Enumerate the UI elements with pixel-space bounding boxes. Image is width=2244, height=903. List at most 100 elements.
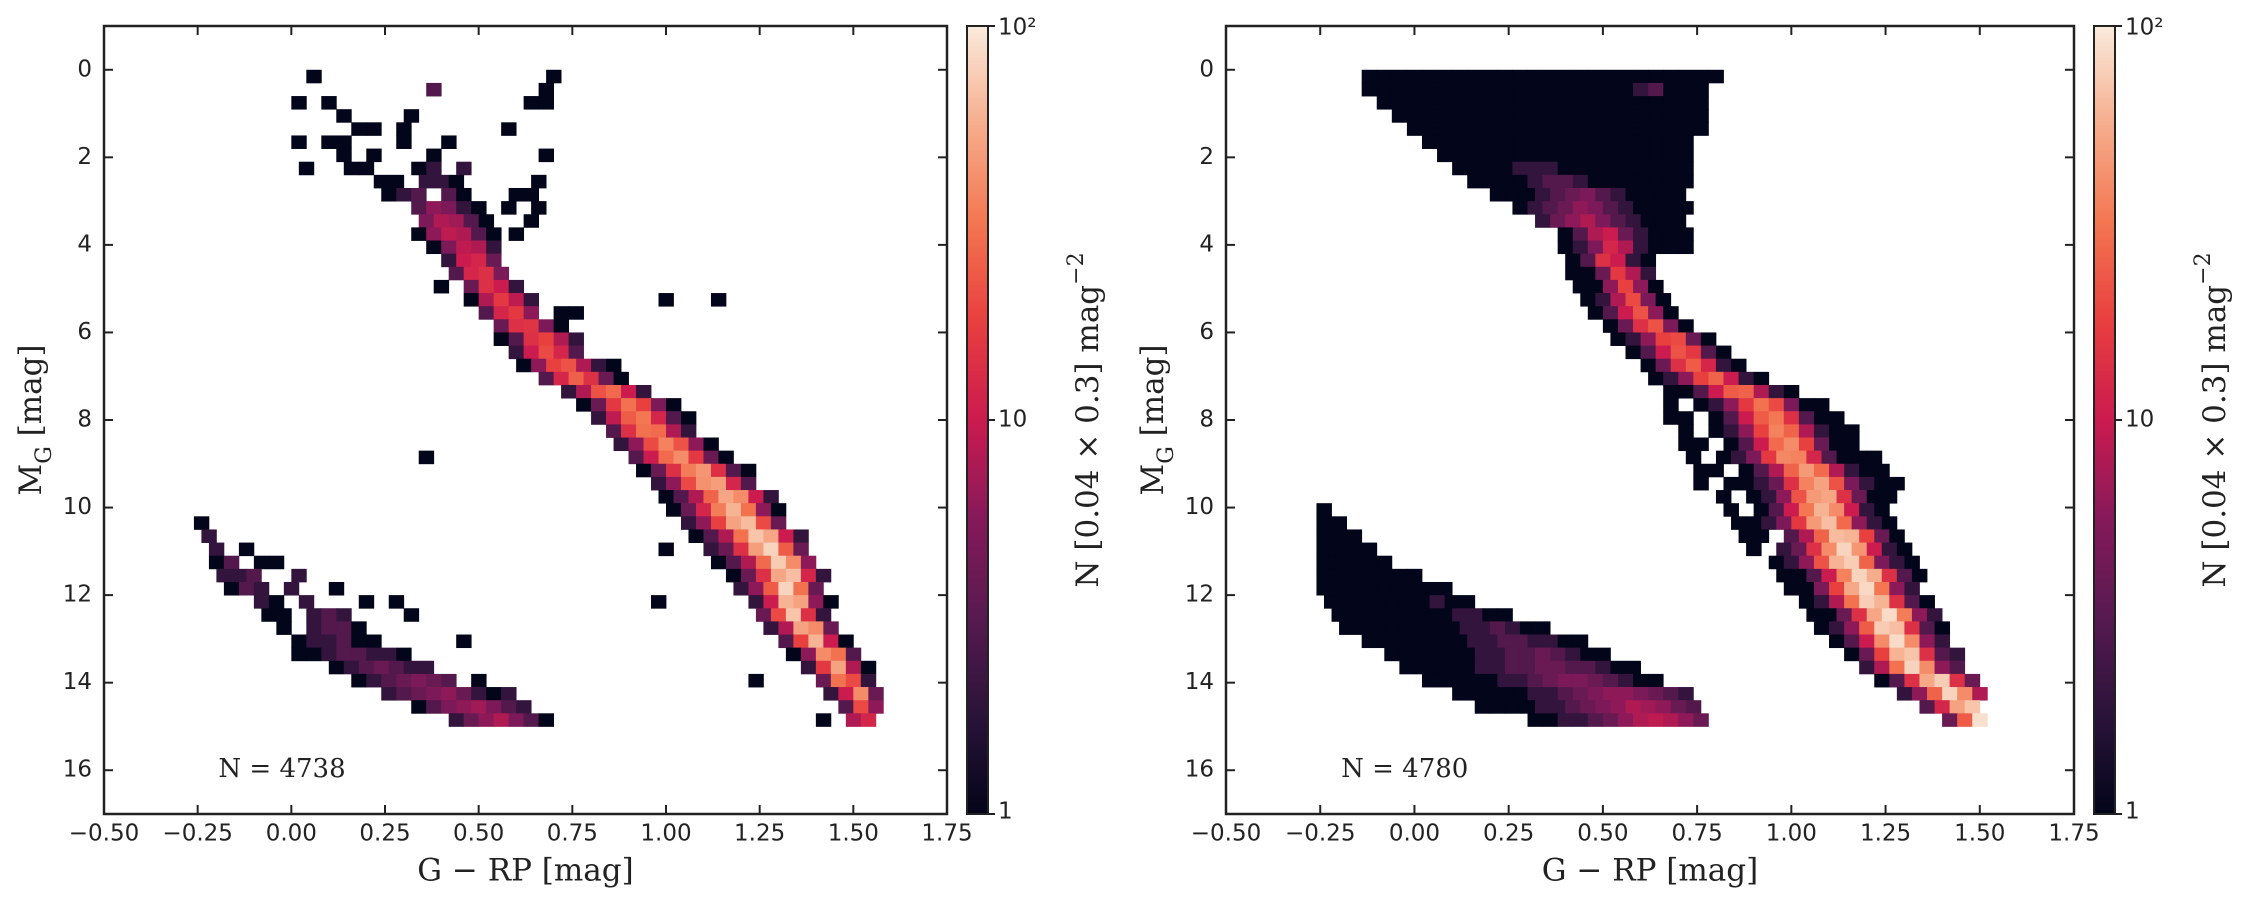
hist-cell bbox=[733, 581, 749, 596]
hist-cell bbox=[1437, 148, 1453, 163]
hist-cell bbox=[1429, 660, 1445, 675]
hist-cell bbox=[651, 398, 667, 412]
hist-cell bbox=[1934, 621, 1951, 635]
hist-cell bbox=[1889, 621, 1905, 635]
hist-cell bbox=[1452, 673, 1468, 688]
hist-cell bbox=[838, 700, 854, 714]
hist-cell bbox=[1904, 581, 1920, 596]
hist-cell bbox=[1844, 621, 1860, 635]
hist-cell bbox=[1874, 673, 1890, 688]
hist-cell bbox=[1731, 358, 1747, 373]
hist-cell bbox=[523, 306, 540, 320]
hist-cell bbox=[1482, 687, 1498, 701]
hist-cell bbox=[1331, 555, 1348, 570]
hist-cell bbox=[1331, 581, 1348, 596]
hist-cell bbox=[1633, 82, 1649, 97]
hist-cell bbox=[358, 660, 375, 675]
hist-cell bbox=[1919, 634, 1935, 649]
hist-cell bbox=[1497, 109, 1513, 123]
hist-cell bbox=[381, 687, 397, 701]
hist-cell bbox=[456, 187, 472, 202]
hist-cell bbox=[1889, 673, 1905, 688]
hist-cell bbox=[1467, 109, 1483, 123]
hist-cell bbox=[1602, 69, 1619, 84]
y-axis-label: MG [mag] bbox=[13, 344, 57, 495]
hist-cell bbox=[688, 529, 704, 543]
hist-cell bbox=[531, 174, 547, 189]
hist-cell bbox=[523, 319, 540, 333]
hist-cell bbox=[411, 201, 427, 215]
hist-cell bbox=[1391, 581, 1408, 596]
hist-cell bbox=[1361, 608, 1378, 622]
hist-cell bbox=[1354, 595, 1370, 609]
hist-cell bbox=[1527, 148, 1543, 163]
hist-cell bbox=[718, 542, 734, 557]
hist-cell bbox=[1617, 279, 1634, 294]
hist-cell bbox=[1859, 529, 1875, 543]
hist-cell bbox=[373, 660, 390, 675]
hist-cell bbox=[1617, 69, 1634, 84]
hist-cell bbox=[1467, 96, 1483, 110]
hist-cell bbox=[321, 135, 337, 149]
colorbar-label-part: −2 bbox=[2191, 252, 2216, 284]
hist-cell bbox=[1467, 634, 1483, 649]
hist-cell bbox=[1663, 82, 1679, 97]
hist-cell bbox=[748, 673, 764, 688]
hist-cell bbox=[1452, 109, 1468, 123]
hist-cell bbox=[1640, 187, 1657, 202]
hist-cell bbox=[1572, 687, 1589, 701]
hist-cell bbox=[1595, 293, 1611, 307]
hist-cell bbox=[1610, 293, 1626, 307]
hist-cell bbox=[853, 687, 869, 701]
hist-cell bbox=[621, 411, 637, 425]
hist-cell bbox=[501, 201, 517, 215]
hist-cell bbox=[1489, 647, 1506, 662]
x-tick-label: 1.50 bbox=[828, 821, 879, 847]
hist-cell bbox=[703, 529, 719, 543]
hist-cell bbox=[815, 660, 832, 675]
hist-cell bbox=[1361, 69, 1378, 84]
hist-cell bbox=[1949, 660, 1966, 675]
hist-cell bbox=[1648, 306, 1664, 320]
hist-cell bbox=[1617, 161, 1634, 176]
hist-cell bbox=[658, 542, 674, 557]
hist-cell bbox=[223, 581, 240, 596]
hist-cell bbox=[321, 621, 337, 635]
hist-cell bbox=[1844, 476, 1860, 491]
hist-cell bbox=[1693, 122, 1709, 136]
hist-cell bbox=[1459, 595, 1476, 609]
hist-cell bbox=[463, 214, 480, 228]
hist-cell bbox=[1421, 135, 1438, 149]
hist-cell bbox=[666, 503, 682, 517]
hist-cell bbox=[1678, 109, 1694, 123]
hist-cell bbox=[1663, 240, 1679, 255]
hist-cell bbox=[1414, 660, 1430, 675]
hist-cell bbox=[800, 647, 817, 662]
hist-cell bbox=[1542, 109, 1559, 123]
hist-cell bbox=[1512, 82, 1528, 97]
hist-cell bbox=[1708, 398, 1724, 412]
hist-cell bbox=[1889, 595, 1905, 609]
hist-cell bbox=[1738, 398, 1755, 412]
hist-cell bbox=[381, 673, 397, 688]
hist-cell bbox=[1580, 266, 1596, 281]
hist-cell bbox=[1640, 358, 1657, 373]
hist-cell bbox=[793, 529, 809, 543]
hist-cell bbox=[598, 371, 614, 386]
hist-cell bbox=[1497, 608, 1513, 622]
hist-cell bbox=[366, 122, 382, 136]
hist-cell bbox=[1519, 621, 1536, 635]
hist-cell bbox=[1768, 437, 1785, 452]
hist-cell bbox=[1663, 306, 1679, 320]
hist-cell bbox=[306, 608, 322, 622]
hist-cell bbox=[1753, 529, 1770, 543]
hist-cell bbox=[1580, 214, 1596, 228]
hist-cell bbox=[1512, 109, 1528, 123]
hist-cell bbox=[1497, 69, 1513, 84]
hist-cell bbox=[1648, 135, 1664, 149]
hist-cell bbox=[208, 555, 225, 570]
colorbar-label: N [0.04 × 0.3] mag−2 bbox=[2191, 252, 2233, 587]
hist-cell bbox=[1459, 647, 1476, 662]
hist-cell bbox=[1889, 581, 1905, 596]
hist-cell bbox=[845, 673, 862, 688]
